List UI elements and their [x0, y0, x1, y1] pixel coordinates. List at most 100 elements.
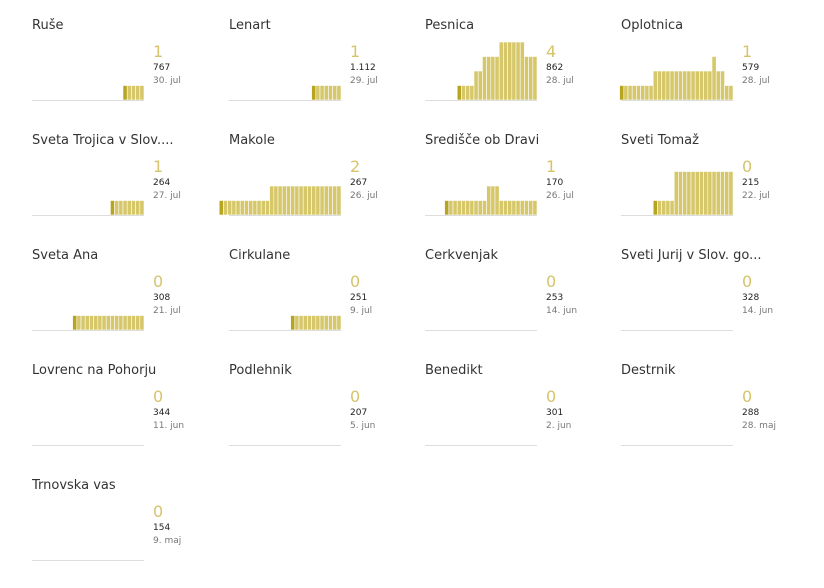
- last-date: 30. jul: [153, 76, 181, 86]
- bar: [694, 70, 700, 101]
- bar: [84, 315, 90, 331]
- last-date: 21. jul: [153, 306, 181, 316]
- active-count: 0: [742, 387, 753, 406]
- sparkline-chart: [619, 56, 734, 101]
- bar: [294, 185, 300, 216]
- panel-title: Pesnica: [425, 18, 475, 33]
- bar: [290, 315, 296, 331]
- bar: [444, 200, 450, 216]
- population-value: 215: [742, 178, 760, 188]
- bar: [511, 41, 517, 101]
- bar: [332, 85, 338, 101]
- sparkline-chart: [229, 445, 341, 446]
- bar: [122, 200, 128, 216]
- bar: [669, 200, 675, 216]
- active-count: 1: [546, 157, 557, 176]
- bar: [640, 85, 646, 101]
- bar: [465, 85, 471, 101]
- bar: [511, 200, 517, 216]
- panel-title: Sveti Jurij v Slov. go...: [621, 248, 762, 263]
- bar: [227, 200, 233, 216]
- municipality-panel: Lovrenc na Pohorju 0 344 11. jun: [32, 363, 222, 473]
- bar: [277, 185, 283, 216]
- bar: [490, 56, 496, 101]
- municipality-panel: Makole 2 267 26. jul: [218, 133, 419, 243]
- bar: [532, 56, 538, 101]
- bar: [686, 171, 692, 216]
- bar: [269, 185, 275, 216]
- active-count: 0: [153, 502, 164, 521]
- population-value: 862: [546, 63, 564, 73]
- bar: [715, 70, 721, 101]
- bar: [131, 315, 136, 331]
- bar: [703, 171, 709, 216]
- bar: [728, 85, 734, 101]
- bar: [465, 200, 471, 216]
- bar: [469, 85, 475, 101]
- bar: [636, 85, 641, 101]
- bar: [244, 200, 249, 216]
- bar: [311, 85, 317, 101]
- bar: [728, 171, 734, 216]
- bar: [657, 70, 662, 101]
- bar: [652, 70, 658, 101]
- bar: [707, 70, 713, 101]
- active-count: 1: [350, 42, 361, 61]
- bar: [669, 70, 675, 101]
- bar: [477, 200, 483, 216]
- bar: [315, 185, 321, 216]
- bar: [456, 200, 462, 216]
- bar: [319, 315, 325, 331]
- bar: [114, 315, 120, 331]
- bar: [131, 200, 136, 216]
- bar: [461, 85, 466, 101]
- panel-title: Trnovska vas: [32, 478, 116, 493]
- sparkline-chart: [425, 445, 537, 446]
- last-date: 2. jun: [546, 421, 572, 431]
- bar: [328, 185, 333, 216]
- bar: [473, 70, 479, 101]
- last-date: 26. jul: [546, 191, 574, 201]
- bar: [139, 315, 145, 331]
- sparkline-chart: [425, 330, 537, 331]
- bar: [110, 315, 115, 331]
- population-value: 579: [742, 63, 760, 73]
- bar: [315, 85, 321, 101]
- bar: [528, 56, 534, 101]
- bar: [231, 200, 237, 216]
- last-date: 11. jun: [153, 421, 185, 431]
- bar: [456, 85, 462, 101]
- bar: [519, 41, 525, 101]
- active-count: 0: [742, 157, 753, 176]
- bar: [631, 85, 637, 101]
- municipality-panel: Sveta Trojica v Slov.... 1 264 27. jul: [32, 133, 222, 243]
- sparkline-chart: [229, 85, 342, 101]
- bar: [311, 185, 317, 216]
- population-value: 344: [153, 408, 171, 418]
- bar: [135, 85, 141, 101]
- bar: [223, 200, 228, 216]
- bar: [298, 315, 304, 331]
- bar: [498, 41, 504, 101]
- bar: [482, 200, 487, 216]
- bar: [135, 200, 141, 216]
- bar: [89, 315, 94, 331]
- active-count: 0: [546, 272, 557, 291]
- bar: [644, 85, 650, 101]
- bar: [298, 185, 304, 216]
- bar: [239, 200, 245, 216]
- panel-title: Benedikt: [425, 363, 483, 378]
- bar: [265, 200, 270, 216]
- bar: [623, 85, 629, 101]
- bar: [503, 200, 508, 216]
- bar: [665, 70, 671, 101]
- bar: [648, 85, 654, 101]
- active-count: 1: [153, 157, 164, 176]
- panel-title: Lenart: [229, 18, 271, 33]
- panel-title: Cirkulane: [229, 248, 291, 263]
- population-value: 1.112: [350, 63, 376, 73]
- bar: [328, 315, 333, 331]
- bar: [336, 185, 342, 216]
- bar: [690, 70, 696, 101]
- bar: [126, 85, 132, 101]
